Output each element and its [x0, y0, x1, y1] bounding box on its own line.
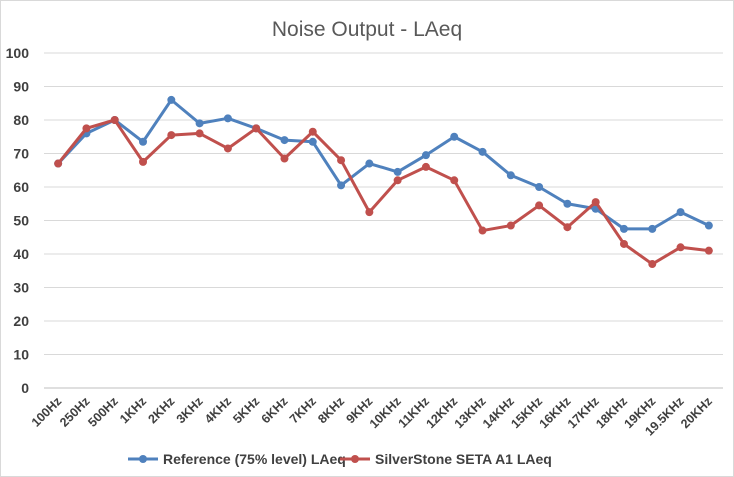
x-tick-label: 3KHz	[174, 394, 206, 426]
x-tick-label: 7KHz	[287, 394, 319, 426]
data-point	[535, 183, 544, 191]
chart-title: Noise Output - LAeq	[272, 18, 462, 41]
x-tick-label: 8KHz	[315, 394, 347, 426]
data-point	[506, 171, 515, 180]
legend-item: Reference (75% level) LAeq	[128, 451, 346, 467]
y-tick-label: 60	[13, 179, 29, 195]
data-point	[223, 144, 232, 153]
data-point	[54, 159, 63, 168]
data-point	[393, 176, 402, 185]
data-point	[252, 124, 261, 133]
data-point	[195, 119, 204, 128]
x-tick-label: 250Hz	[57, 394, 92, 429]
y-tick-label: 10	[13, 347, 29, 363]
x-tick-label: 100Hz	[29, 394, 64, 429]
gridlines	[44, 52, 723, 355]
series-line	[56, 98, 711, 231]
data-point	[365, 208, 374, 217]
data-point	[393, 167, 402, 176]
data-point	[704, 246, 713, 255]
data-point	[280, 154, 289, 163]
data-point	[619, 239, 628, 248]
data-point	[308, 137, 317, 146]
legend: Reference (75% level) LAeq SilverStone SE…	[128, 451, 552, 467]
data-point	[619, 224, 628, 233]
data-point	[648, 224, 657, 233]
data-point	[648, 260, 657, 269]
legend-swatch-marker	[139, 455, 147, 463]
data-point	[308, 127, 317, 136]
series-line	[56, 118, 711, 266]
data-point	[280, 136, 289, 145]
data-point	[139, 137, 148, 146]
data-point	[506, 221, 515, 230]
y-tick-label: 20	[13, 313, 29, 329]
data-point	[591, 198, 600, 207]
legend-label: SilverStone SETA A1 LAeq	[375, 451, 552, 467]
x-tick-label: 5KHz	[230, 394, 262, 426]
series-layer	[54, 95, 713, 269]
x-tick-label: 1KHz	[117, 394, 149, 426]
x-tick-label: 6KHz	[259, 394, 291, 426]
y-tick-label: 70	[13, 146, 29, 162]
x-tick-label: 500Hz	[85, 394, 120, 429]
x-axis-ticks: 100Hz250Hz500Hz1KHz2KHz3KHz4KHz5KHz6KHz7…	[29, 394, 715, 438]
series-2	[54, 116, 713, 269]
data-point	[167, 95, 176, 104]
data-point	[478, 226, 487, 235]
data-point	[337, 181, 346, 190]
legend-item: SilverStone SETA A1 LAeq	[340, 451, 552, 467]
data-point	[676, 208, 685, 217]
data-point	[337, 156, 346, 165]
data-point	[110, 116, 119, 124]
y-tick-label: 40	[13, 246, 29, 262]
data-point	[478, 147, 487, 156]
data-point	[139, 157, 148, 166]
legend-label: Reference (75% level) LAeq	[163, 451, 346, 467]
data-point	[195, 129, 204, 138]
data-point	[167, 131, 176, 140]
data-point	[450, 176, 459, 185]
y-tick-label: 90	[13, 79, 29, 95]
y-tick-label: 0	[21, 380, 29, 396]
x-tick-label: 20KHz	[678, 394, 715, 431]
data-point	[365, 159, 374, 168]
data-point	[704, 221, 713, 230]
y-axis-ticks: 0 10 20 30 40 50 60 70 80 90 100	[6, 45, 30, 396]
x-tick-label: 10KHz	[367, 394, 404, 431]
legend-swatch-marker	[351, 455, 359, 463]
data-point	[563, 223, 572, 232]
data-point	[563, 199, 572, 208]
data-point	[421, 151, 430, 160]
data-point	[82, 124, 91, 133]
x-tick-label: 4KHz	[202, 394, 234, 426]
y-tick-label: 100	[6, 45, 30, 61]
data-point	[450, 132, 459, 141]
series-1	[54, 95, 713, 233]
y-tick-label: 30	[13, 280, 29, 296]
data-point	[421, 162, 430, 171]
y-tick-label: 80	[13, 112, 29, 128]
data-point	[535, 201, 544, 210]
y-tick-label: 50	[13, 213, 29, 229]
data-point	[223, 114, 232, 123]
data-point	[676, 243, 685, 252]
x-tick-label: 2KHz	[145, 394, 177, 426]
